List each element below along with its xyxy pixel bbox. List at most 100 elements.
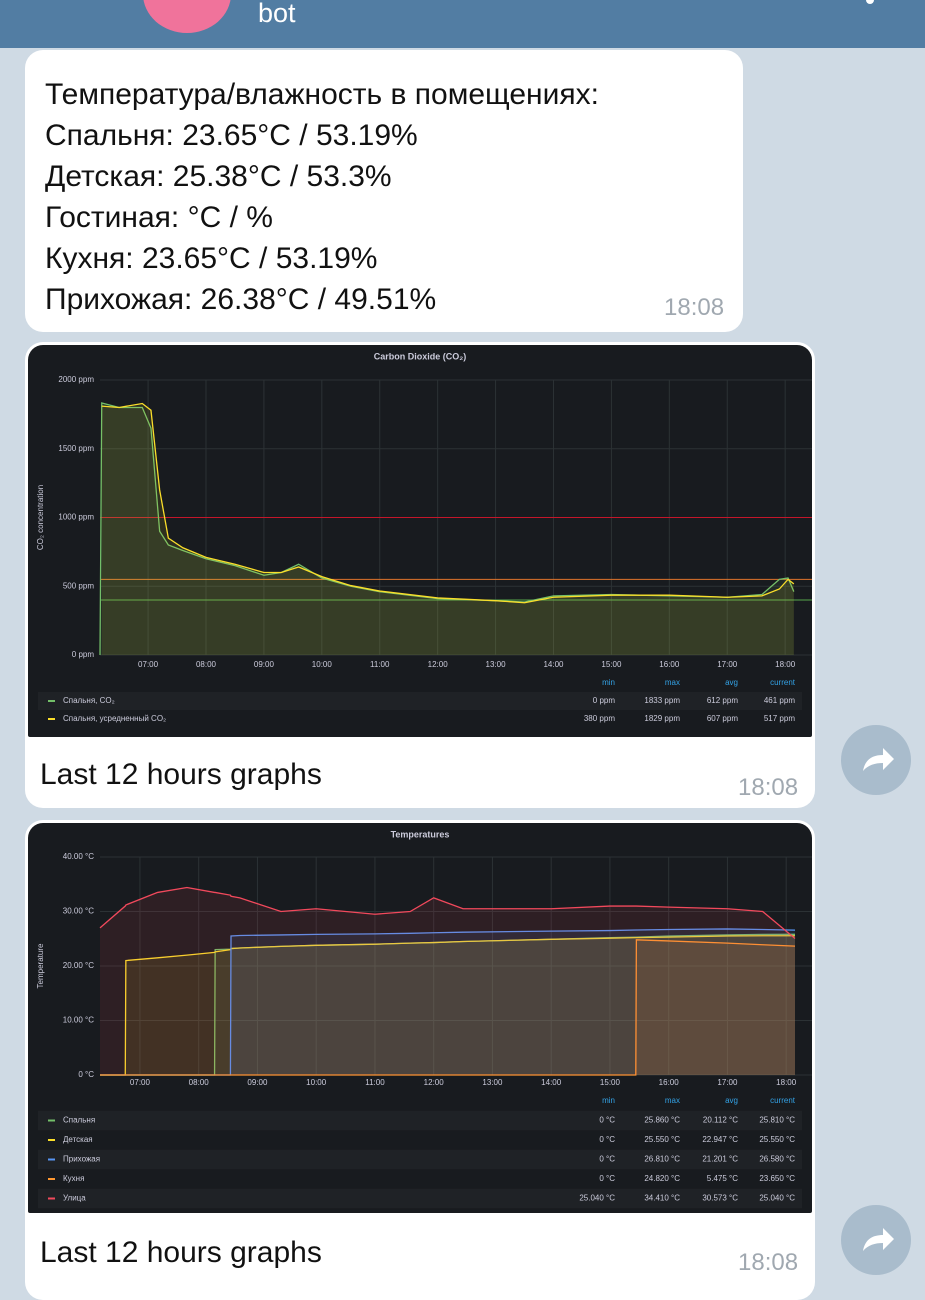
- chart-image: Temperatures Temperature 0 °C 10.00 °C 20.00…: [28, 823, 812, 1213]
- message-line: Прихожая: 26.38°C / 49.51%: [45, 283, 437, 316]
- legend-stat: 25.040 °C: [759, 1194, 795, 1203]
- series-area: [100, 928, 795, 1075]
- legend-name: Улица: [63, 1194, 86, 1203]
- legend-row-bg: [38, 1149, 802, 1170]
- legend-name: Спальня, усредненный CO₂: [63, 714, 166, 723]
- legend-stat: 34.410 °C: [644, 1194, 680, 1203]
- legend-stat: 0 °C: [599, 1116, 615, 1125]
- message-time: 18:08: [664, 294, 725, 321]
- x-tick-label: 18:00: [775, 660, 796, 669]
- legend-stat: 25.550 °C: [644, 1135, 680, 1144]
- y-tick-label: 0 °C: [78, 1070, 94, 1079]
- forward-button[interactable]: [841, 1205, 911, 1275]
- y-axis-label: CO₂ concentration: [36, 485, 45, 550]
- legend-stat: 5.475 °C: [707, 1174, 738, 1183]
- y-tick-label: 2000 ppm: [58, 375, 94, 384]
- legend-stat: 25.040 °C: [579, 1194, 615, 1203]
- legend-column-header: avg: [725, 1096, 738, 1105]
- series-area: [100, 939, 795, 1075]
- x-tick-label: 07:00: [138, 660, 159, 669]
- y-tick-label: 0 ppm: [72, 650, 95, 659]
- forward-button[interactable]: [841, 725, 911, 795]
- legend-stat: 23.650 °C: [759, 1174, 795, 1183]
- message-time: 18:08: [738, 1249, 799, 1276]
- legend-row-bg: [38, 1110, 802, 1131]
- legend-name: Спальня: [63, 1116, 95, 1125]
- legend-stat: 1833 ppm: [644, 696, 680, 705]
- x-tick-label: 14:00: [543, 660, 564, 669]
- legend-stat: 517 ppm: [764, 714, 795, 723]
- x-tick-label: 15:00: [600, 1078, 621, 1087]
- x-tick-label: 12:00: [428, 660, 449, 669]
- series-area: [101, 403, 794, 655]
- legend-stat: 612 ppm: [707, 696, 738, 705]
- x-tick-label: 08:00: [189, 1078, 210, 1087]
- forward-icon: [863, 1228, 894, 1251]
- legend-column-header: min: [602, 678, 615, 687]
- legend-stat: 0 ppm: [593, 696, 616, 705]
- avatar[interactable]: [143, 0, 231, 33]
- legend-stat: 20.112 °C: [703, 1116, 738, 1125]
- legend-row-bg: [38, 1188, 802, 1209]
- legend-stat: 26.580 °C: [759, 1155, 795, 1164]
- legend-stat: 21.201 °C: [702, 1155, 738, 1164]
- legend-stat: 1829 ppm: [644, 714, 680, 723]
- message-time: 18:08: [738, 774, 799, 801]
- x-tick-label: 17:00: [717, 660, 738, 669]
- x-tick-label: 17:00: [717, 1078, 738, 1087]
- legend-column-header: current: [770, 678, 796, 687]
- series-line: [100, 935, 795, 1076]
- legend-stat: 380 ppm: [584, 714, 615, 723]
- header: bot: [0, 0, 925, 48]
- caption: Last 12 hours graphs: [40, 1236, 322, 1269]
- y-tick-label: 40.00 °C: [63, 852, 94, 861]
- legend-name: Прихожая: [63, 1155, 100, 1164]
- legend-stat: 30.573 °C: [702, 1194, 738, 1203]
- x-tick-label: 07:00: [130, 1078, 151, 1087]
- x-tick-label: 16:00: [659, 1078, 680, 1087]
- x-tick-label: 11:00: [365, 1078, 385, 1087]
- legend-row-bg: [38, 692, 802, 710]
- y-tick-label: 20.00 °C: [63, 961, 94, 970]
- legend-stat: 22.947 °C: [702, 1135, 738, 1144]
- legend-column-header: max: [665, 678, 680, 687]
- legend-stat: 461 ppm: [764, 696, 795, 705]
- series-area: [100, 934, 795, 1075]
- x-tick-label: 12:00: [424, 1078, 445, 1087]
- y-axis-label: Temperature: [36, 943, 45, 988]
- series-area: [100, 935, 795, 1075]
- legend-stat: 24.820 °C: [644, 1174, 680, 1183]
- caption: Last 12 hours graphs: [40, 758, 322, 791]
- text-message: Температура/влажность в помещениях: Спаль…: [25, 50, 743, 332]
- photo-message: Temperatures Temperature 0 °C 10.00 °C 20.00…: [25, 820, 815, 1300]
- x-tick-label: 18:00: [776, 1078, 797, 1087]
- message-line: Гостиная: °C / %: [45, 201, 273, 234]
- x-tick-label: 13:00: [486, 660, 507, 669]
- x-tick-label: 11:00: [370, 660, 390, 669]
- legend-column-header: max: [665, 1096, 680, 1105]
- y-tick-label: 30.00 °C: [63, 907, 94, 916]
- y-tick-label: 500 ppm: [63, 581, 94, 590]
- photo-message: Carbon Dioxide (CO₂) CO₂ concentration 0 p…: [25, 342, 815, 808]
- legend-stat: 0 °C: [599, 1174, 615, 1183]
- legend-stat: 0 °C: [599, 1155, 615, 1164]
- x-tick-label: 08:00: [196, 660, 217, 669]
- message-line: Спальня: 23.65°C / 53.19%: [45, 119, 418, 152]
- legend-stat: 0 °C: [599, 1135, 615, 1144]
- legend-column-header: current: [770, 1096, 796, 1105]
- chart-title: Temperatures: [391, 829, 450, 839]
- x-tick-label: 13:00: [482, 1078, 503, 1087]
- chat-title: bot: [258, 0, 296, 28]
- legend-stat: 26.810 °C: [644, 1155, 680, 1164]
- chart-image: Carbon Dioxide (CO₂) CO₂ concentration 0 p…: [28, 345, 812, 737]
- x-tick-label: 14:00: [541, 1078, 562, 1087]
- legend-column-header: min: [602, 1096, 615, 1105]
- menu-button[interactable]: [866, 0, 874, 4]
- legend-stat: 25.810 °C: [759, 1116, 795, 1125]
- legend-name: Кухня: [63, 1174, 84, 1183]
- legend-name: Спальня, CO₂: [63, 696, 115, 705]
- legend-stat: 25.860 °C: [644, 1116, 680, 1125]
- x-tick-label: 09:00: [254, 660, 275, 669]
- series-area: [100, 887, 795, 1075]
